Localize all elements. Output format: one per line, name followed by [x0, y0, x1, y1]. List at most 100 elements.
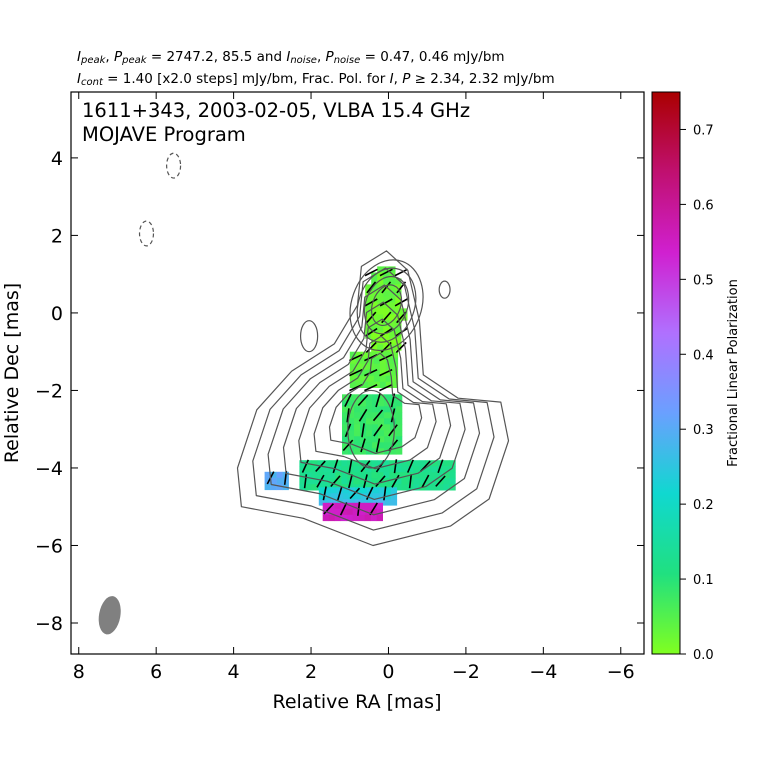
- x-tick-label: −4: [529, 661, 557, 683]
- contour-level-6: [313, 335, 437, 470]
- axes-frame: [70, 91, 645, 655]
- x-tick-label: −2: [452, 661, 480, 683]
- evpa-vector: [363, 474, 368, 489]
- evpa-vector: [383, 486, 387, 501]
- y-tick-label: −6: [35, 535, 63, 557]
- evpa-vector: [373, 424, 383, 437]
- y-tick-label: −4: [35, 458, 63, 480]
- evpa-vector: [364, 298, 378, 307]
- contour-level-2: [252, 267, 495, 531]
- evpa-vector: [408, 474, 413, 489]
- pol-region-5: [322, 502, 383, 522]
- evpa-vector: [360, 460, 371, 473]
- colorbar-tick-label: 0.2: [693, 498, 714, 513]
- colorbar-tick-label: 0.4: [693, 348, 714, 363]
- evpa-vector: [332, 459, 339, 474]
- evpa-vector: [339, 502, 348, 516]
- beam-ellipse: [98, 596, 121, 635]
- evpa-vector: [337, 486, 343, 501]
- x-axis-label: Relative RA [mas]: [272, 691, 441, 713]
- negative-contour: [166, 152, 182, 179]
- evpa-vector: [379, 268, 393, 277]
- colorbar-tick-label: 0.3: [693, 423, 714, 438]
- evpa-vector: [349, 383, 363, 392]
- evpa-vector: [349, 368, 363, 377]
- contour-island: [299, 320, 319, 353]
- y-tick-label: 4: [51, 148, 63, 170]
- evpa-vector: [388, 424, 398, 437]
- colorbar-tick-label: 0.7: [693, 123, 714, 138]
- evpa-vector: [381, 311, 392, 324]
- contour-core-2: [356, 267, 417, 343]
- evpa-vector: [394, 268, 408, 277]
- evpa-vector: [301, 459, 310, 473]
- colorbar-tick-label: 0.0: [693, 648, 714, 663]
- y-tick-label: 2: [51, 225, 63, 247]
- evpa-vector: [364, 383, 378, 392]
- evpa-vector: [364, 368, 378, 377]
- header-line-1: Ipeak, Ppeak = 2747.2, 85.5 and Inoise, …: [77, 49, 505, 66]
- evpa-vector: [379, 383, 393, 392]
- evpa-vector: [348, 474, 353, 489]
- evpa-vector: [391, 474, 400, 488]
- negative-contour: [138, 220, 155, 247]
- evpa-vector: [369, 502, 378, 516]
- evpa-vector: [375, 393, 381, 408]
- evpa-vector: [303, 474, 308, 489]
- contour-level-4: [282, 301, 466, 500]
- contour-level-5: [298, 318, 452, 485]
- evpa-vector: [348, 459, 353, 474]
- contour-core-1: [349, 259, 424, 352]
- contour-island: [438, 280, 451, 299]
- contour-core-4: [370, 284, 403, 327]
- x-tick-label: 2: [305, 661, 317, 683]
- colorbar-tick-label: 0.1: [693, 573, 714, 588]
- evpa-vector: [393, 459, 398, 474]
- x-tick-label: 0: [382, 661, 394, 683]
- y-tick-label: −8: [35, 613, 63, 635]
- evpa-vector: [375, 475, 386, 488]
- contour-level-1: [236, 250, 510, 547]
- evpa-vector: [344, 393, 352, 407]
- evpa-vector: [365, 486, 374, 500]
- evpa-vector: [360, 438, 366, 453]
- evpa-vector: [435, 475, 446, 487]
- evpa-vector: [406, 459, 414, 473]
- evpa-vector: [322, 486, 327, 501]
- colorbar: [651, 91, 681, 655]
- evpa-vector: [365, 341, 377, 353]
- evpa-vector: [437, 459, 444, 474]
- y-tick-label: −2: [35, 380, 63, 402]
- contour-core-3: [363, 275, 410, 335]
- evpa-vector: [366, 281, 377, 294]
- contour-level-7: [328, 352, 423, 454]
- x-tick-label: −6: [607, 661, 635, 683]
- colorbar-label: Fractional Linear Polarization: [726, 279, 741, 467]
- colorbar-tick-label: 0.5: [693, 273, 714, 288]
- evpa-vector: [372, 409, 384, 422]
- x-tick-label: 8: [73, 661, 85, 683]
- evpa-vector: [366, 311, 377, 324]
- intensity-contours: [236, 250, 510, 547]
- evpa-vector: [323, 503, 334, 515]
- evpa-vector: [357, 394, 369, 407]
- evpa-vector: [379, 298, 393, 307]
- evpa-vector: [364, 268, 378, 277]
- evpa-vector: [346, 408, 350, 423]
- evpa-vector: [358, 408, 368, 422]
- colorbar-tick-label: 0.6: [693, 198, 714, 213]
- y-tick-label: 0: [51, 303, 63, 325]
- contour-level-3: [267, 284, 481, 516]
- evpa-vector: [361, 423, 365, 438]
- x-tick-label: 6: [150, 661, 162, 683]
- y-axis-label: Relative Dec [mas]: [1, 283, 23, 463]
- header-line-2: Icont = 1.40 [x2.0 steps] mJy/bm, Frac. …: [77, 71, 555, 88]
- plot-title-line-2: MOJAVE Program: [82, 123, 246, 146]
- evpa-vector: [330, 475, 341, 488]
- evpa-vector: [316, 474, 325, 488]
- evpa-vector: [349, 487, 361, 500]
- contour-knot: [347, 389, 395, 469]
- evpa-vector: [379, 327, 393, 337]
